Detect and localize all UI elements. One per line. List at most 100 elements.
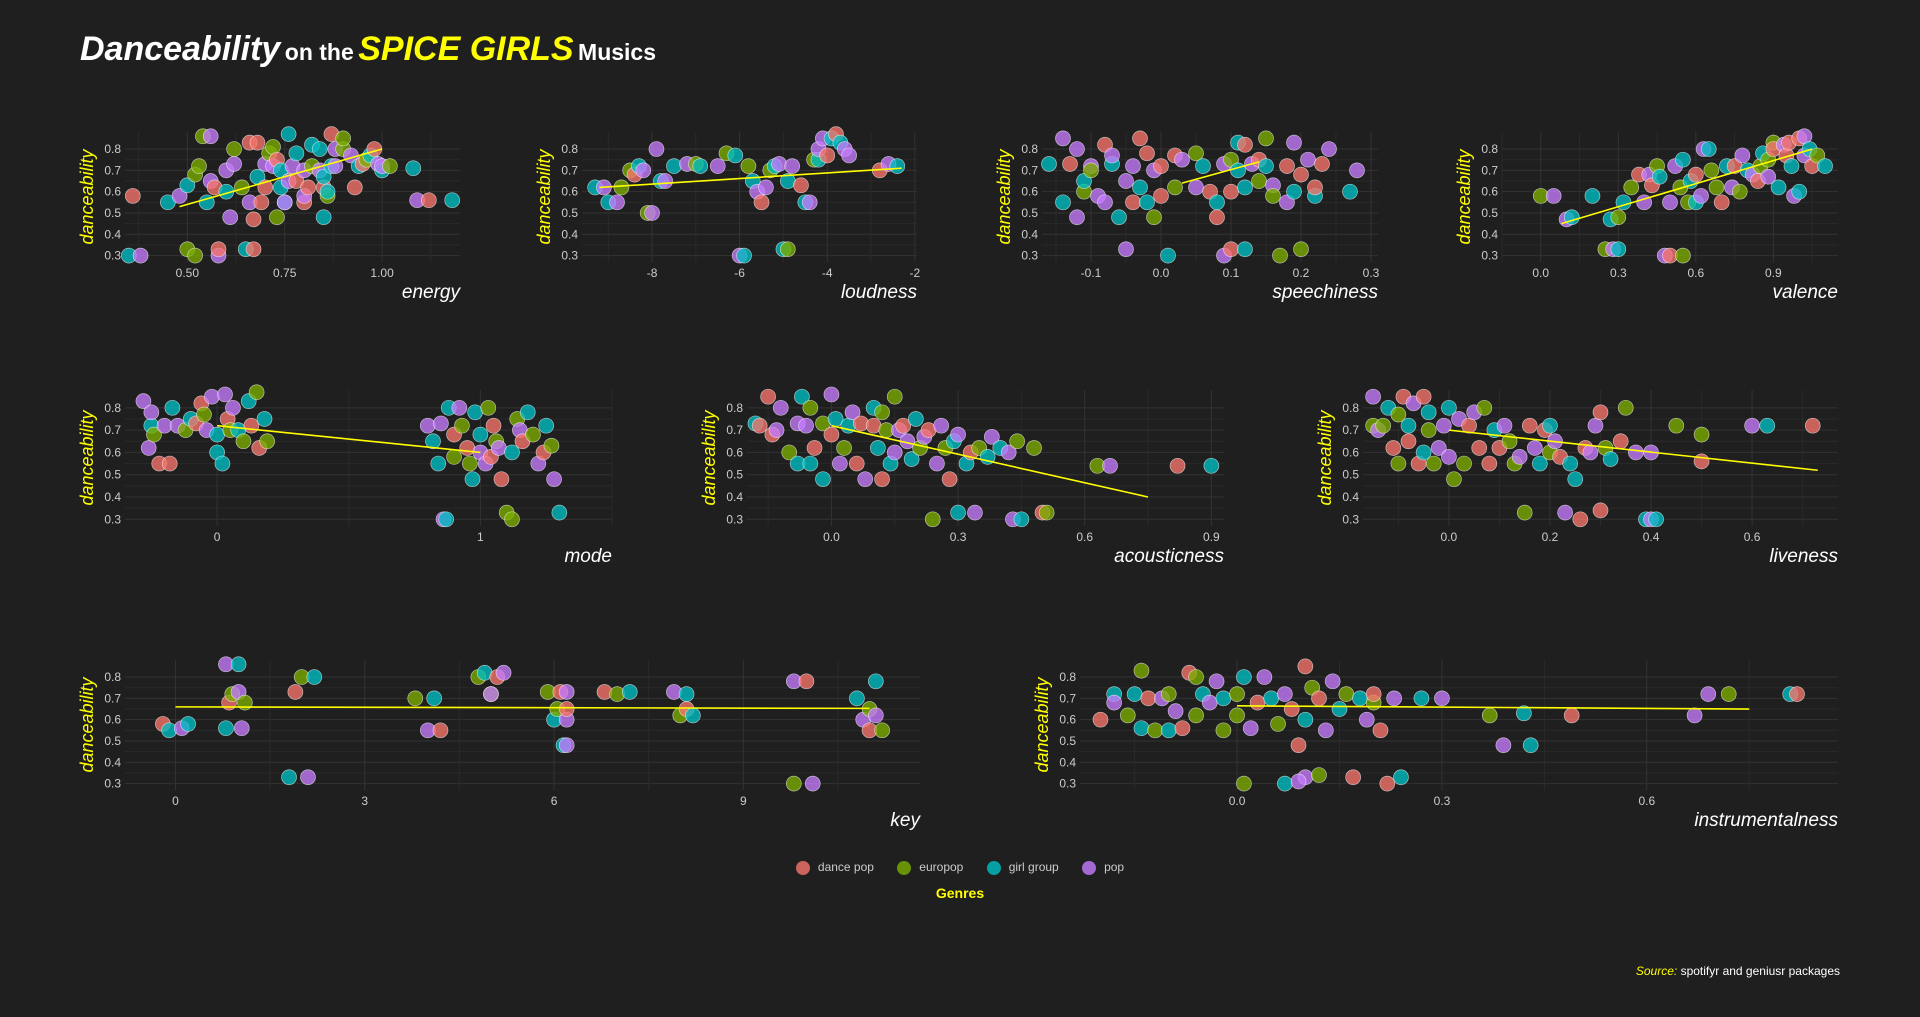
data-point: [419, 417, 436, 434]
panel-mode: 0.3 0.4 0.5 0.6 0.7 0.8 0 1 mode danceability: [77, 384, 613, 567]
data-point: [1297, 711, 1314, 728]
y-tick-label: 0.7: [1342, 423, 1359, 437]
data-point: [784, 158, 801, 174]
data-point: [1496, 417, 1513, 434]
data-point: [1700, 141, 1717, 157]
data-point: [196, 406, 212, 423]
data-point: [1390, 455, 1407, 472]
data-point: [760, 388, 776, 405]
data-point: [135, 393, 152, 409]
data-point: [771, 156, 787, 172]
data-point: [171, 188, 188, 204]
data-point: [306, 669, 323, 685]
data-point: [1545, 188, 1562, 204]
data-point: [1102, 457, 1118, 474]
x-tick-label: -8: [647, 266, 658, 280]
data-point: [525, 426, 541, 443]
x-tick-label: 0.3: [1610, 266, 1627, 280]
data-point: [819, 147, 836, 164]
data-point: [558, 684, 575, 700]
data-point: [1349, 162, 1365, 179]
data-point: [1567, 471, 1584, 488]
data-point: [124, 188, 141, 204]
data-point: [1270, 716, 1286, 732]
data-point: [467, 404, 483, 421]
data-point: [426, 690, 443, 707]
data-point: [483, 686, 499, 702]
data-point: [1390, 406, 1407, 423]
data-point: [191, 158, 207, 174]
data-point: [446, 449, 462, 465]
trend-line: [1181, 161, 1260, 184]
data-point: [929, 455, 945, 472]
x-tick-label: 0.0: [1441, 530, 1458, 544]
data-point: [785, 775, 802, 792]
y-tick-label: 0.6: [104, 185, 121, 199]
data-point: [1167, 703, 1184, 719]
data-point: [1379, 775, 1396, 792]
data-point: [832, 455, 848, 472]
legend-swatch: [897, 861, 912, 876]
data-point: [1092, 711, 1109, 728]
data-point: [644, 205, 660, 221]
data-point: [210, 241, 227, 258]
data-point: [1592, 404, 1609, 421]
data-point: [1563, 707, 1580, 724]
y-axis-label: danceability: [534, 148, 554, 244]
data-point: [1415, 444, 1432, 461]
data-point: [1331, 701, 1348, 717]
data-point: [1279, 158, 1295, 174]
panel-instrumentalness: 0.3 0.4 0.5 0.6 0.7 0.8 0.0 0.3 0.6 instrumentaln…: [1032, 658, 1838, 831]
data-point: [204, 388, 220, 405]
data-point: [1188, 145, 1204, 162]
legend: dance pop europop girl group pop Genres: [0, 860, 1920, 901]
y-tick-label: 0.5: [1481, 206, 1498, 220]
data-point: [1215, 690, 1232, 707]
data-point: [1602, 451, 1619, 467]
data-point: [276, 194, 293, 211]
data-point: [1000, 444, 1017, 461]
data-point: [1215, 722, 1232, 739]
data-point: [1097, 194, 1113, 211]
data-point: [1358, 711, 1375, 728]
y-tick-label: 0.5: [1342, 468, 1359, 482]
data-point: [1386, 690, 1402, 707]
data-point: [143, 404, 160, 421]
x-tick-label: 0.9: [1765, 266, 1782, 280]
data-point: [1132, 130, 1148, 147]
x-tick-label: 0.4: [1643, 530, 1660, 544]
x-tick-label: -4: [822, 266, 833, 280]
data-point: [1263, 690, 1280, 707]
panel-energy: 0.3 0.4 0.5 0.6 0.7 0.8 0.50 0.75 1.00 energy danc…: [77, 126, 461, 303]
data-point: [1481, 455, 1498, 472]
legend-label: europop: [919, 860, 964, 875]
data-point: [1242, 720, 1259, 737]
data-point: [1009, 433, 1026, 450]
legend-item-europop: europop: [897, 860, 964, 876]
data-point: [233, 720, 250, 737]
data-point: [1174, 151, 1190, 168]
x-tick-label: 0: [172, 794, 179, 808]
x-tick-label: 1: [477, 530, 484, 544]
legend-swatch: [1082, 861, 1097, 876]
x-tick-label: 0.3: [1434, 794, 1451, 808]
data-point: [1662, 194, 1678, 211]
data-point: [1372, 722, 1389, 739]
data-point: [407, 690, 424, 707]
x-tick-label: 0.6: [1744, 530, 1761, 544]
data-point: [315, 209, 332, 226]
data-point: [1139, 145, 1155, 162]
data-point: [1153, 188, 1169, 204]
y-tick-label: 0.7: [104, 423, 121, 437]
data-point: [214, 455, 231, 472]
x-tick-label: 0.0: [823, 530, 840, 544]
data-point: [179, 177, 196, 194]
trend-line: [831, 424, 1149, 498]
x-tick-label: 0.2: [1542, 530, 1559, 544]
data-point: [1791, 183, 1808, 200]
title-danceability: Danceability: [80, 30, 281, 68]
y-tick-label: 0.4: [1342, 490, 1359, 504]
data-point: [1290, 737, 1307, 754]
trend-line: [179, 148, 383, 208]
x-tick-label: -0.1: [1081, 266, 1102, 280]
